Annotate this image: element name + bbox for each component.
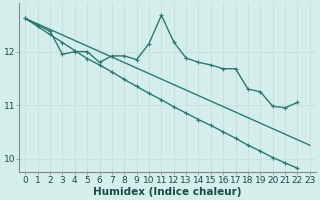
X-axis label: Humidex (Indice chaleur): Humidex (Indice chaleur) (93, 187, 242, 197)
